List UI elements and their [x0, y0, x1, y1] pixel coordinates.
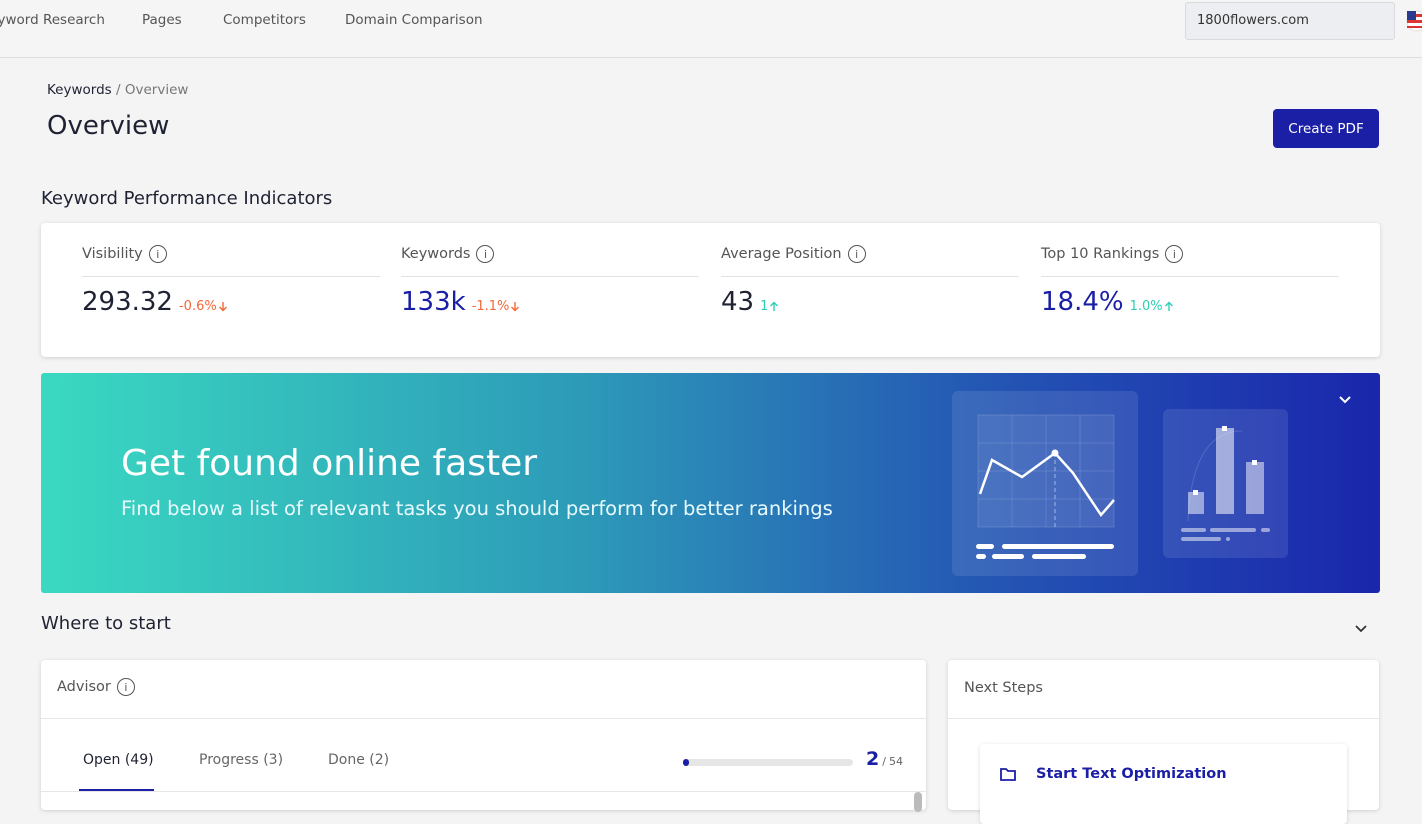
- progress-separator: /: [882, 755, 886, 768]
- kpi: Visibility i 293.32 -0.6%: [82, 245, 380, 317]
- info-icon[interactable]: i: [1165, 245, 1184, 263]
- kpi-change-text: 1.0%: [1129, 299, 1163, 314]
- kpi-label-row: Visibility i: [82, 245, 380, 263]
- kpi-value-row: 133k -1.1%: [401, 287, 699, 317]
- kpi-change-text: -1.1%: [471, 299, 510, 314]
- page-title: Overview: [47, 111, 170, 141]
- step-item[interactable]: Start Text Optimization: [980, 744, 1347, 824]
- kpi: Top 10 Rankings i 18.4% 1.0%: [1041, 245, 1339, 317]
- divider: [41, 791, 926, 792]
- card-title: Next Steps: [964, 680, 1043, 696]
- trend-arrow: [1164, 301, 1173, 311]
- create-pdf-button[interactable]: Create PDF: [1273, 109, 1379, 148]
- kpi-value: 18.4%: [1041, 287, 1124, 317]
- divider: [948, 718, 1379, 719]
- kpi-change-text: -0.6%: [178, 299, 217, 314]
- progress-fill: [683, 759, 690, 766]
- nav-link[interactable]: Competitors: [223, 12, 306, 28]
- divider: [82, 276, 380, 277]
- kpi-label-row: Keywords i: [401, 245, 699, 263]
- kpi-value-row: 293.32 -0.6%: [82, 287, 380, 317]
- nav-link[interactable]: Pages: [142, 12, 182, 28]
- divider: [41, 718, 926, 719]
- domain-select[interactable]: 1800flowers.com: [1185, 2, 1395, 40]
- step-link[interactable]: Start Text Optimization: [1036, 766, 1227, 782]
- flag-icon[interactable]: [1406, 10, 1422, 32]
- breadcrumb-link[interactable]: Keywords: [47, 82, 112, 98]
- advisor-card: Advisor i: [41, 660, 926, 812]
- kpi-value-row: 43 1: [721, 287, 1019, 317]
- nav-link[interactable]: Domain Comparison: [345, 12, 483, 28]
- domain-text: 1800flowers.com: [1197, 13, 1309, 28]
- nav-link[interactable]: Keyword Research: [0, 12, 105, 28]
- divider: [721, 276, 1019, 277]
- kpi-label: Visibility: [82, 246, 143, 262]
- breadcrumb: Keywords / Overview: [47, 82, 188, 98]
- kpi-card: [41, 223, 1380, 357]
- trend-arrow: [511, 302, 520, 312]
- kpi-value-row: 18.4% 1.0%: [1041, 287, 1339, 317]
- banner-title: Get found online faster: [121, 443, 538, 484]
- tab[interactable]: Done (2): [328, 752, 390, 768]
- next-steps-card: Next Steps Start Text Optimization: [948, 660, 1379, 824]
- kpi-label-row: Top 10 Rankings i: [1041, 245, 1339, 263]
- divider: [1041, 276, 1339, 277]
- banner-subtitle: Find below a list of relevant tasks you …: [121, 497, 833, 520]
- section-title: Keyword Performance Indicators: [41, 188, 333, 209]
- scrollbar[interactable]: [914, 792, 922, 812]
- kpi-change: 1: [760, 299, 779, 314]
- trend-arrow: [770, 301, 779, 311]
- card-title-row: Advisor i: [57, 678, 135, 696]
- tab-underline: [79, 789, 154, 791]
- divider: [401, 276, 699, 277]
- kpi-change-text: 1: [760, 299, 769, 314]
- info-icon[interactable]: i: [148, 245, 167, 263]
- kpi-value: 43: [721, 287, 755, 317]
- collapse-chevron[interactable]: [1338, 395, 1352, 405]
- top-nav: Keyword Research Pages Competitors Domai…: [0, 0, 1422, 58]
- tab[interactable]: Open (49): [83, 752, 154, 768]
- kpi-change: 1.0%: [1130, 299, 1174, 314]
- collapse-chevron[interactable]: [1354, 624, 1368, 634]
- folder-icon: [1000, 768, 1016, 781]
- progress-track: [683, 759, 853, 766]
- kpi-label: Top 10 Rankings: [1041, 246, 1160, 262]
- kpi: Average Position i 43 1: [721, 245, 1019, 317]
- progress-count: 2 / 54: [866, 748, 903, 770]
- trend-arrow: [218, 302, 227, 312]
- section-title: Where to start: [41, 613, 171, 634]
- breadcrumb-current: Overview: [124, 82, 189, 98]
- kpi-change: -1.1%: [472, 299, 521, 314]
- progress-total: 54: [888, 755, 903, 768]
- breadcrumb-separator: /: [116, 82, 121, 98]
- banner-illustration: [952, 391, 1288, 576]
- progress-value: 2: [866, 748, 880, 770]
- kpi-label: Keywords: [401, 246, 471, 262]
- card-title: Advisor: [57, 679, 111, 695]
- kpi-value: 133k: [401, 287, 466, 317]
- info-icon[interactable]: i: [847, 245, 866, 263]
- kpi-value: 293.32: [82, 287, 173, 317]
- banner: Get found online faster Find below a lis…: [41, 373, 1380, 593]
- kpi-change: -0.6%: [179, 299, 228, 314]
- kpi: Keywords i 133k -1.1%: [401, 245, 699, 317]
- info-icon[interactable]: i: [476, 245, 495, 263]
- info-icon[interactable]: i: [116, 678, 135, 696]
- kpi-label: Average Position: [721, 246, 842, 262]
- tab[interactable]: Progress (3): [199, 752, 284, 768]
- kpi-label-row: Average Position i: [721, 245, 1019, 263]
